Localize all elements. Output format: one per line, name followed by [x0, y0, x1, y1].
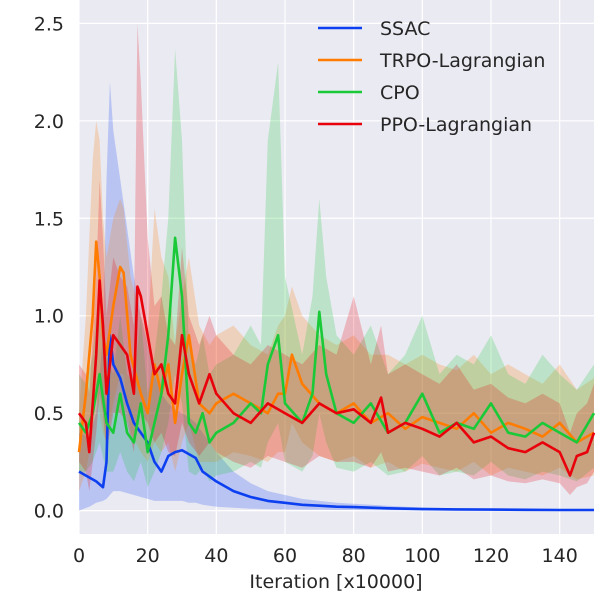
- plot-area: [79, 0, 594, 534]
- y-tick-label: 0.0: [34, 501, 64, 523]
- legend: SSAC TRPO-Lagrangian CPO PPO-Lagrangian: [318, 18, 545, 136]
- y-tick-label: 2.0: [34, 111, 64, 133]
- band-trpo-lagrangian: [79, 120, 594, 492]
- y-tick-label: 1.5: [34, 208, 64, 230]
- line-trpo-lagrangian: [77, 240, 595, 453]
- legend-label: CPO: [380, 82, 420, 104]
- x-axis-ticks: 0 20 40 60 80 100 120 140: [73, 545, 578, 567]
- legend-label: PPO-Lagrangian: [380, 114, 532, 136]
- series-lines: [77, 236, 596, 512]
- line-cpo: [77, 236, 596, 454]
- y-tick-label: 0.5: [34, 403, 64, 425]
- x-tick-label: 20: [136, 545, 160, 567]
- y-tick-label: 2.5: [34, 13, 64, 35]
- y-axis-ticks: 0.0 0.5 1.0 1.5 2.0 2.5: [34, 13, 64, 522]
- line-ppo-lagrangian: [77, 279, 596, 477]
- x-tick-label: 0: [73, 545, 85, 567]
- y-tick-label: 1.0: [34, 306, 64, 328]
- x-axis-label: Iteration [x10000]: [249, 571, 422, 593]
- x-tick-label: 120: [473, 545, 509, 567]
- x-tick-label: 140: [542, 545, 578, 567]
- x-tick-label: 100: [404, 545, 440, 567]
- line-ssac: [78, 333, 594, 512]
- x-tick-label: 60: [273, 545, 297, 567]
- x-tick-label: 40: [204, 545, 228, 567]
- x-tick-label: 80: [342, 545, 366, 567]
- legend-label: TRPO-Lagrangian: [379, 50, 545, 72]
- legend-label: SSAC: [380, 18, 430, 40]
- band-ssac: [79, 81, 594, 511]
